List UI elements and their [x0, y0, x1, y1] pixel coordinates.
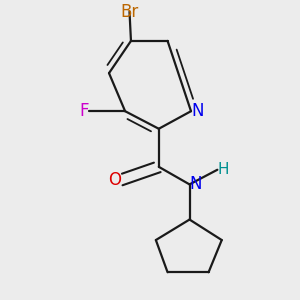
- Text: H: H: [218, 162, 229, 177]
- Text: N: N: [191, 102, 203, 120]
- Text: O: O: [108, 171, 121, 189]
- Text: Br: Br: [120, 3, 139, 21]
- Text: F: F: [79, 102, 88, 120]
- Text: N: N: [190, 176, 202, 194]
